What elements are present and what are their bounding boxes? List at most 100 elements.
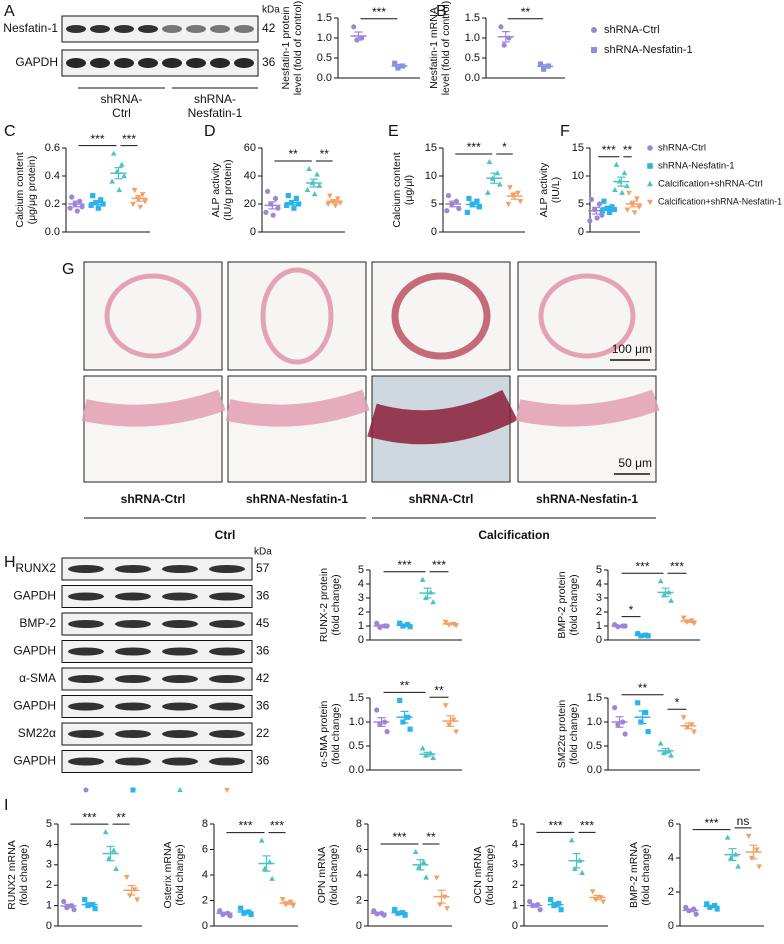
error-bar (541, 64, 550, 69)
significance-label: ** (426, 830, 436, 844)
blot-unit: kDa (262, 5, 280, 16)
legend-label: shRNA-Ctrl (604, 24, 660, 36)
marker (423, 874, 429, 880)
y-tick-label: 20 (244, 198, 256, 210)
y-tick-label: 4 (512, 838, 518, 850)
error-bar (64, 903, 73, 909)
blot-row-label: GAPDH (13, 589, 56, 603)
significance-label: *** (397, 558, 411, 572)
y-tick-label: 8 (356, 818, 362, 830)
marker (587, 218, 593, 224)
y-tick-label: 0.0 (45, 226, 60, 238)
marker (647, 163, 653, 169)
error-bar (135, 195, 144, 202)
y-tick-label: 4 (356, 869, 362, 881)
blot-kda: 36 (256, 589, 270, 603)
significance-label: ns (737, 814, 750, 828)
blot-band (162, 565, 198, 573)
blot-box (61, 722, 253, 746)
marker (142, 199, 148, 205)
y-axis-label: ALP activity (538, 162, 550, 217)
marker (626, 190, 632, 196)
blot-band (68, 730, 104, 738)
y-tick-label: 3 (46, 859, 52, 871)
marker (275, 205, 281, 211)
blot-band (209, 620, 245, 628)
y-tick-label: 0.6 (45, 142, 60, 154)
marker (248, 911, 254, 918)
error-bar (416, 859, 425, 871)
marker (505, 201, 512, 208)
y-tick-label: 4 (202, 869, 208, 881)
error-bar (615, 716, 624, 728)
y-axis-label: (fold change) (568, 703, 580, 764)
error-bar (377, 624, 386, 628)
legend-label: Calcification+shRNA-Nesfatin-1 (658, 197, 782, 208)
y-tick-label: 5 (431, 198, 437, 210)
marker (285, 193, 291, 199)
blot-kda: 57 (256, 561, 270, 575)
blot-band (66, 58, 86, 68)
marker (74, 208, 80, 214)
error-bar (114, 167, 123, 180)
error-bar (749, 844, 758, 860)
marker (537, 907, 543, 913)
blot-band (68, 592, 104, 601)
vessel-wall (515, 389, 660, 427)
y-tick-label: 4 (358, 578, 364, 590)
blot-band (210, 25, 230, 33)
histology-image (83, 375, 223, 483)
y-axis-label: (μg/μg protein) (26, 156, 38, 225)
marker (123, 874, 130, 881)
blot-group-label: Ctrl (112, 106, 131, 120)
y-tick-label: 1.0 (317, 32, 332, 44)
marker (753, 847, 760, 853)
marker (444, 906, 450, 912)
y-tick-label: 2 (668, 886, 674, 898)
marker (442, 703, 449, 709)
y-tick-label: 1 (512, 900, 518, 912)
y-tick-label: 5 (512, 818, 518, 830)
marker (498, 24, 504, 30)
blot-band (114, 58, 134, 68)
blot-group-label: Nesfatin-1 (188, 106, 243, 120)
blot-band (209, 565, 245, 573)
error-bar (268, 201, 277, 210)
marker (600, 899, 606, 905)
marker (601, 198, 607, 204)
y-tick-label: 1 (596, 620, 602, 632)
marker (311, 191, 318, 197)
error-bar (449, 200, 458, 208)
y-axis-label: level (fold of control) (292, 1, 304, 96)
error-bar (377, 717, 386, 727)
panel-label: I (4, 797, 8, 814)
marker (264, 188, 271, 194)
y-axis-label: (fold change) (330, 703, 342, 764)
marker (486, 158, 493, 165)
error-bar (686, 908, 695, 913)
blot-band (209, 592, 245, 601)
significance-label: ** (638, 681, 648, 695)
marker (69, 194, 75, 200)
error-bar (469, 201, 478, 208)
y-axis-label: SM22α protein (556, 700, 568, 769)
marker (464, 209, 470, 215)
y-axis-label: (IU/g protein) (222, 159, 234, 220)
y-axis-label: RUNX-2 protein (318, 568, 330, 642)
error-bar (400, 623, 409, 627)
y-axis-label: OPN mRNA (316, 847, 328, 904)
y-tick-label: 2 (202, 894, 208, 906)
blot-box (61, 612, 253, 636)
marker (139, 192, 146, 198)
marker (537, 61, 544, 67)
y-tick-label: 2 (356, 894, 362, 906)
marker (131, 187, 138, 194)
significance-label: ** (521, 5, 531, 19)
blot-band (138, 25, 158, 33)
marker (527, 898, 533, 905)
y-axis-label: ALP activity (210, 162, 222, 217)
marker (71, 907, 77, 913)
marker (116, 186, 123, 193)
marker (680, 615, 687, 621)
marker (304, 186, 311, 193)
